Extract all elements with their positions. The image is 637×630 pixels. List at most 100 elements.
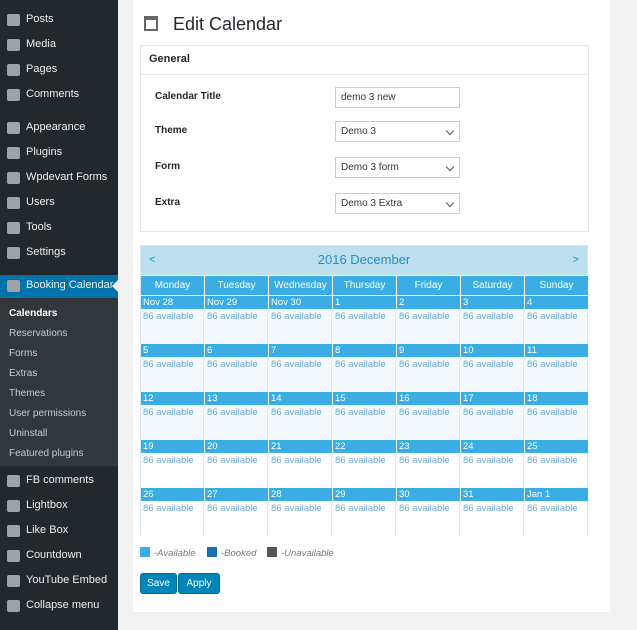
menu-item[interactable]: Booking Calendar (26, 279, 114, 291)
availability: 86 available (527, 503, 578, 514)
day-cell[interactable]: 10 86 available (461, 344, 524, 392)
availability: 86 available (207, 359, 258, 370)
text-input[interactable]: demo 3 new (335, 87, 460, 108)
menu-icon (7, 280, 20, 292)
day-cell[interactable]: 14 86 available (269, 392, 332, 440)
menu-item[interactable]: Like Box (26, 524, 69, 536)
submenu-item[interactable]: Calendars (9, 308, 58, 319)
menu-item[interactable]: Comments (26, 88, 80, 100)
menu-item[interactable]: Countdown (26, 549, 82, 561)
day-number: 8 (333, 344, 396, 357)
submenu-item[interactable]: Reservations (9, 328, 68, 339)
day-cell[interactable]: 9 86 available (397, 344, 460, 392)
submenu-item[interactable]: Themes (9, 388, 46, 399)
day-cell[interactable]: 18 86 available (525, 392, 588, 440)
menu-item[interactable]: Pages (26, 63, 58, 75)
day-number: 30 (397, 488, 460, 501)
day-cell[interactable]: 11 86 available (525, 344, 588, 392)
availability: 86 available (143, 455, 194, 466)
day-number: 29 (333, 488, 396, 501)
day-cell[interactable]: 6 86 available (205, 344, 268, 392)
day-cell[interactable]: 27 86 available (205, 488, 268, 536)
menu-item[interactable]: Wpdevart Forms (26, 171, 108, 183)
day-cell[interactable]: Nov 28 86 available (141, 296, 204, 344)
menu-item[interactable]: Users (26, 196, 55, 208)
day-cell[interactable]: 4 86 available (525, 296, 588, 344)
availability: 86 available (207, 503, 258, 514)
day-number: Jan 1 (525, 488, 588, 501)
day-cell[interactable]: 22 86 available (333, 440, 396, 488)
menu-item[interactable]: Settings (26, 246, 66, 258)
field-label: Extra (155, 197, 181, 208)
availability: 86 available (335, 407, 386, 418)
menu-icon (7, 550, 20, 562)
availability: 86 available (463, 407, 514, 418)
day-cell[interactable]: 16 86 available (397, 392, 460, 440)
day-cell[interactable]: 23 86 available (397, 440, 460, 488)
menu-item[interactable]: Collapse menu (26, 599, 100, 611)
availability: 86 available (271, 359, 322, 370)
page-title: Edit Calendar (173, 14, 283, 34)
menu-item[interactable]: YouTube Embed (26, 574, 108, 586)
day-cell[interactable]: 17 86 available (461, 392, 524, 440)
prev-month[interactable]: < (149, 254, 156, 266)
menu-item[interactable]: Appearance (26, 121, 86, 133)
day-number: 11 (525, 344, 588, 357)
field-label: Theme (155, 125, 188, 136)
day-cell[interactable]: 21 86 available (269, 440, 332, 488)
day-cell[interactable]: 31 86 available (461, 488, 524, 536)
availability: 86 available (527, 407, 578, 418)
day-cell[interactable]: 12 86 available (141, 392, 204, 440)
availability: 86 available (399, 503, 450, 514)
day-cell[interactable]: 25 86 available (525, 440, 588, 488)
submenu-item[interactable]: Featured plugins (9, 448, 84, 459)
day-cell[interactable]: 30 86 available (397, 488, 460, 536)
day-cell[interactable]: 2 86 available (397, 296, 460, 344)
day-cell[interactable]: 26 86 available (141, 488, 204, 536)
day-cell[interactable]: 13 86 available (205, 392, 268, 440)
day-cell[interactable]: 5 86 available (141, 344, 204, 392)
submenu-item[interactable]: Uninstall (9, 428, 48, 439)
day-number: 16 (397, 392, 460, 405)
availability: 86 available (527, 455, 578, 466)
select[interactable]: Demo 3 (335, 121, 460, 142)
day-number: 10 (461, 344, 524, 357)
menu-icon (7, 500, 20, 512)
menu-item[interactable]: Media (26, 38, 56, 50)
menu-item[interactable]: Posts (26, 13, 54, 25)
menu-item[interactable]: Lightbox (26, 499, 68, 511)
day-cell[interactable]: 24 86 available (461, 440, 524, 488)
day-cell[interactable]: 3 86 available (461, 296, 524, 344)
legend-swatch (207, 547, 217, 557)
legend-swatch (140, 547, 150, 557)
weekday: Saturday (461, 276, 524, 295)
weekday: Thursday (333, 276, 396, 295)
submenu-item[interactable]: User permissions (9, 408, 87, 419)
active-bg (0, 275, 118, 298)
select[interactable]: Demo 3 form (335, 157, 460, 178)
select[interactable]: Demo 3 Extra (335, 193, 460, 214)
day-number: Nov 28 (141, 296, 204, 309)
day-cell[interactable]: Jan 1 86 available (525, 488, 588, 536)
day-cell[interactable]: 7 86 available (269, 344, 332, 392)
availability: 86 available (143, 311, 194, 322)
button[interactable]: Apply (178, 573, 220, 594)
weekday: Friday (397, 276, 460, 295)
day-cell[interactable]: 15 86 available (333, 392, 396, 440)
submenu-item[interactable]: Extras (9, 368, 38, 379)
menu-item[interactable]: Plugins (26, 146, 63, 158)
day-cell[interactable]: 19 86 available (141, 440, 204, 488)
menu-item[interactable]: FB comments (26, 474, 94, 486)
day-cell[interactable]: 28 86 available (269, 488, 332, 536)
day-cell[interactable]: 29 86 available (333, 488, 396, 536)
day-cell[interactable]: 20 86 available (205, 440, 268, 488)
button[interactable]: Save (140, 573, 177, 594)
day-cell[interactable]: Nov 30 86 available (269, 296, 332, 344)
menu-icon (7, 247, 20, 259)
day-cell[interactable]: 1 86 available (333, 296, 396, 344)
next-month[interactable]: > (572, 254, 579, 266)
menu-item[interactable]: Tools (26, 221, 52, 233)
submenu-item[interactable]: Forms (9, 348, 38, 359)
day-cell[interactable]: 8 86 available (333, 344, 396, 392)
day-cell[interactable]: Nov 29 86 available (205, 296, 268, 344)
